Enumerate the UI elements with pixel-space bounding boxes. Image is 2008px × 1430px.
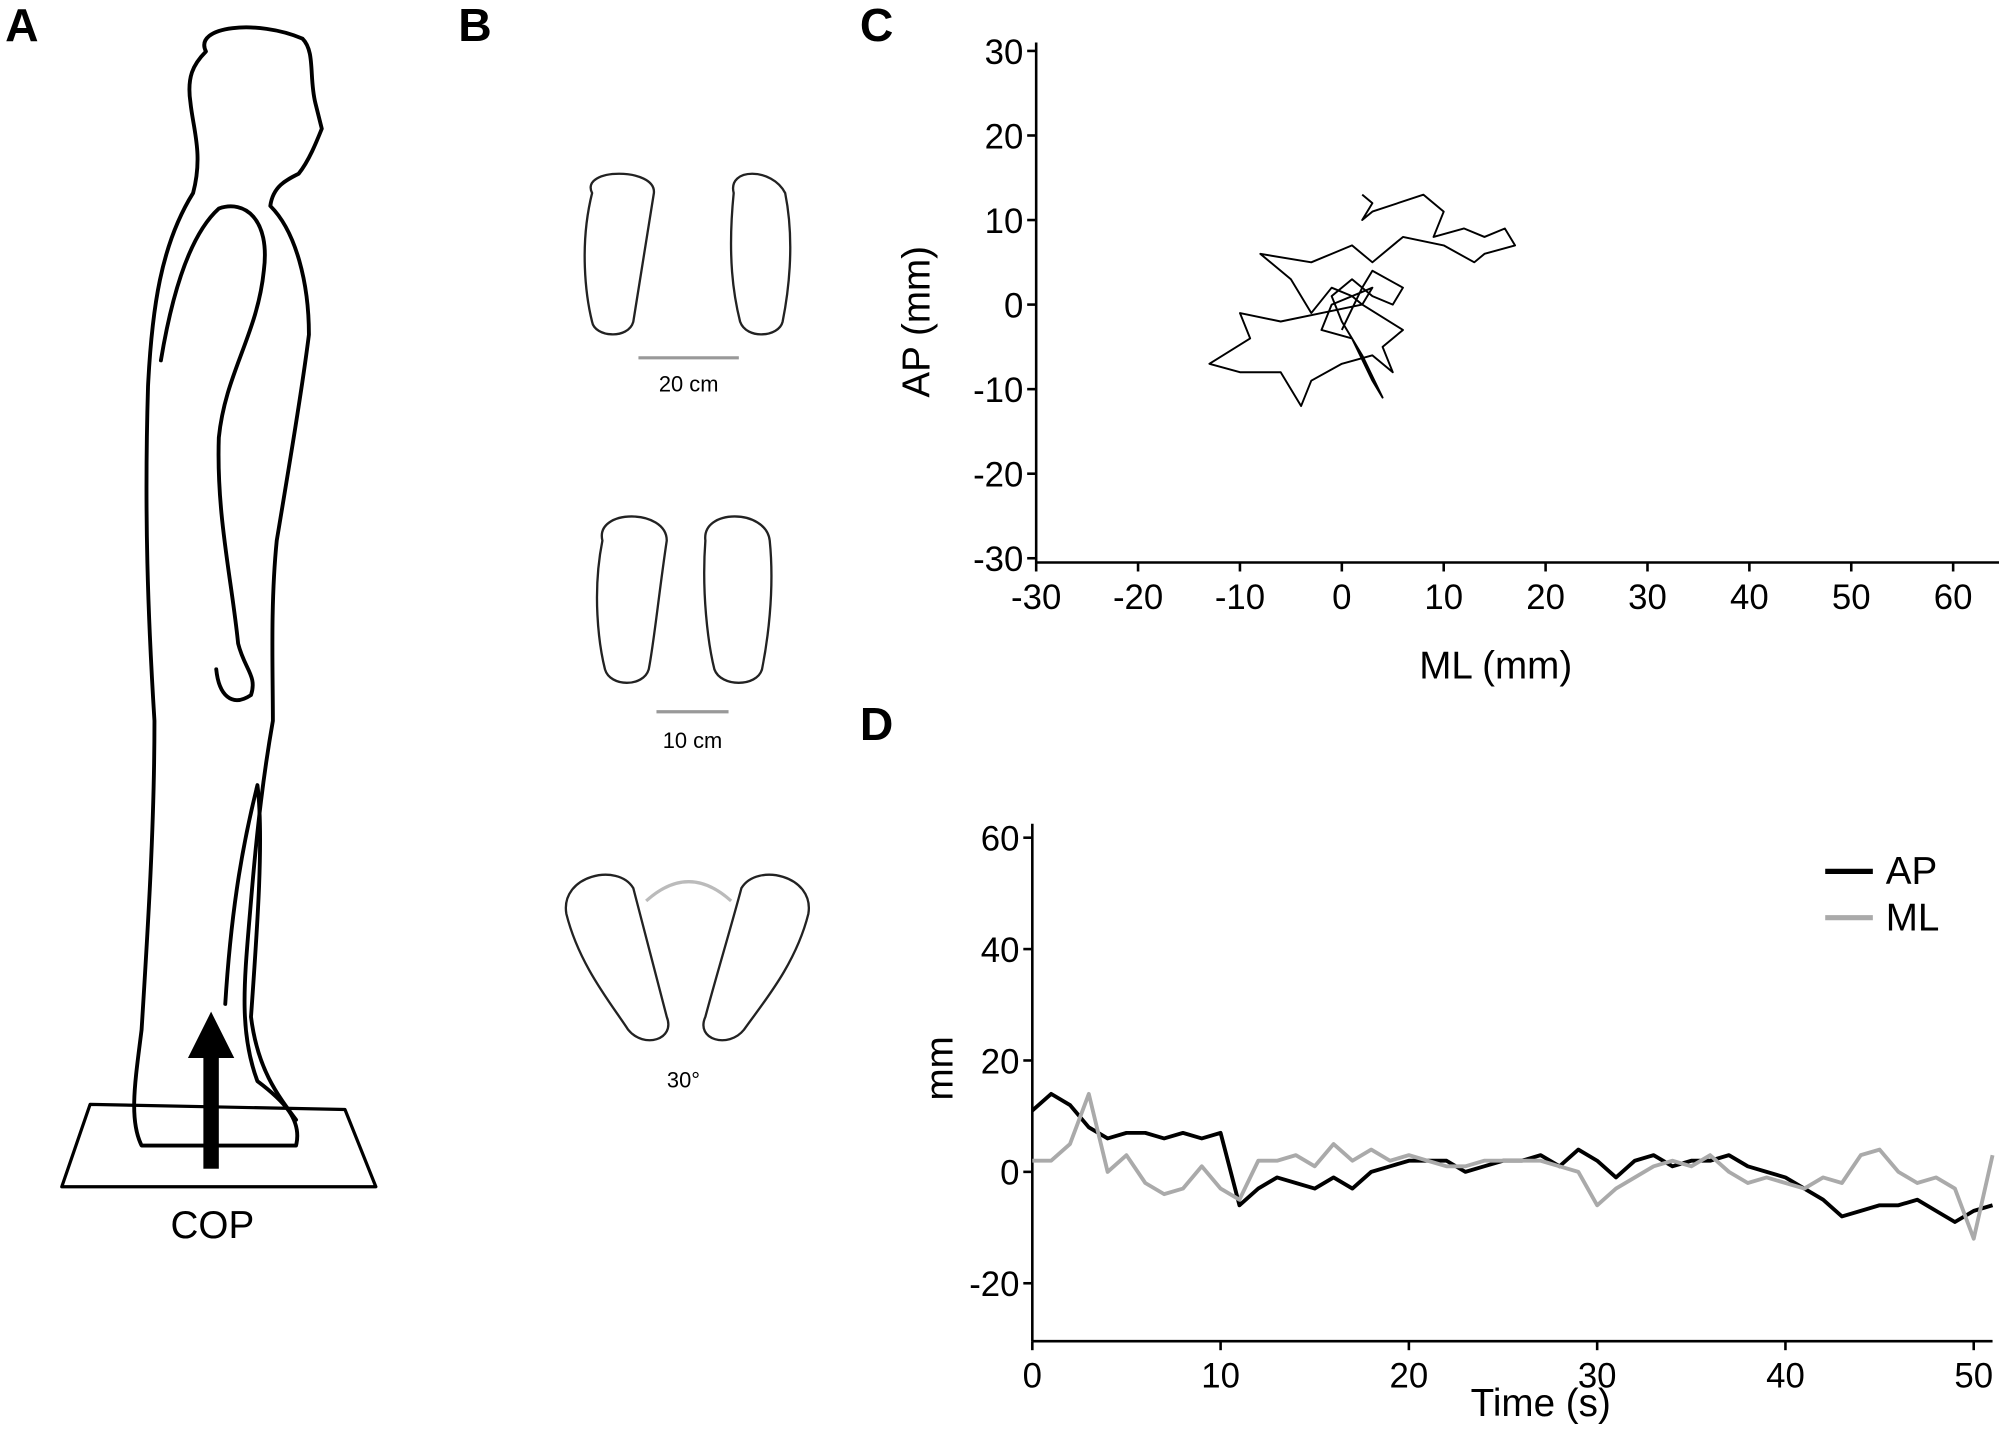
data-line — [1031, 1091, 1994, 1224]
x-tick-label: 40 — [1766, 1358, 1805, 1396]
legend-label: ML — [1886, 897, 1940, 940]
x-tick-label: 0 — [1023, 1358, 1042, 1396]
y-tick-label: 40 — [981, 932, 1020, 970]
x-tick-label: 10 — [1424, 579, 1463, 617]
panel-label: B — [458, 0, 491, 51]
x-tick-label: 40 — [1730, 579, 1769, 617]
panel-label: A — [5, 0, 38, 51]
x-tick-label: 0 — [1332, 579, 1351, 617]
x-tick-label: 60 — [1934, 579, 1973, 617]
y-tick-label: 20 — [985, 118, 1024, 156]
y-tick-label: 0 — [1000, 1155, 1019, 1193]
x-tick-label: -10 — [1215, 579, 1265, 617]
x-tick-label: 30 — [1628, 579, 1667, 617]
x-tick-label: 30 — [1578, 1358, 1617, 1396]
y-axis-label: AP (mm) — [895, 246, 938, 398]
x-axis-label: ML (mm) — [1419, 644, 1572, 687]
x-tick-label: 10 — [1201, 1358, 1240, 1396]
y-tick-label: -20 — [973, 457, 1023, 495]
y-tick-label: -30 — [973, 541, 1023, 579]
data-line — [1208, 193, 1517, 408]
stance-label: 30° — [667, 1068, 700, 1093]
x-axis-label: Time (s) — [1471, 1382, 1611, 1425]
x-tick-label: -30 — [1011, 579, 1061, 617]
x-tick-label: 20 — [1390, 1358, 1429, 1396]
x-tick-label: -20 — [1113, 579, 1163, 617]
data-line — [1032, 1091, 1995, 1241]
y-tick-label: 30 — [985, 34, 1024, 72]
stance-diagrams: 20 cm 10 cm 30° — [564, 172, 810, 1093]
x-tick-label: 20 — [1526, 579, 1565, 617]
panel-label: C — [860, 0, 893, 51]
y-tick-label: 0 — [1004, 287, 1023, 325]
human-figure: COP — [60, 25, 378, 1247]
cop-label: COP — [171, 1204, 255, 1247]
y-tick-label: 10 — [985, 203, 1024, 241]
y-tick-label: 60 — [981, 821, 1020, 859]
y-axis-label: mm — [919, 1036, 962, 1100]
cop-arrowhead — [187, 1011, 235, 1059]
x-tick-label: 50 — [1832, 579, 1871, 617]
panel-label: D — [860, 698, 893, 750]
stance-label: 10 cm — [663, 728, 723, 753]
stance-label: 20 cm — [659, 371, 719, 396]
y-tick-label: -10 — [973, 372, 1023, 410]
y-tick-label: 20 — [981, 1043, 1020, 1081]
legend-label: AP — [1886, 850, 1938, 893]
y-tick-label: -20 — [969, 1266, 1019, 1304]
x-tick-label: 50 — [1954, 1358, 1993, 1396]
cop-arrow — [203, 1055, 219, 1169]
